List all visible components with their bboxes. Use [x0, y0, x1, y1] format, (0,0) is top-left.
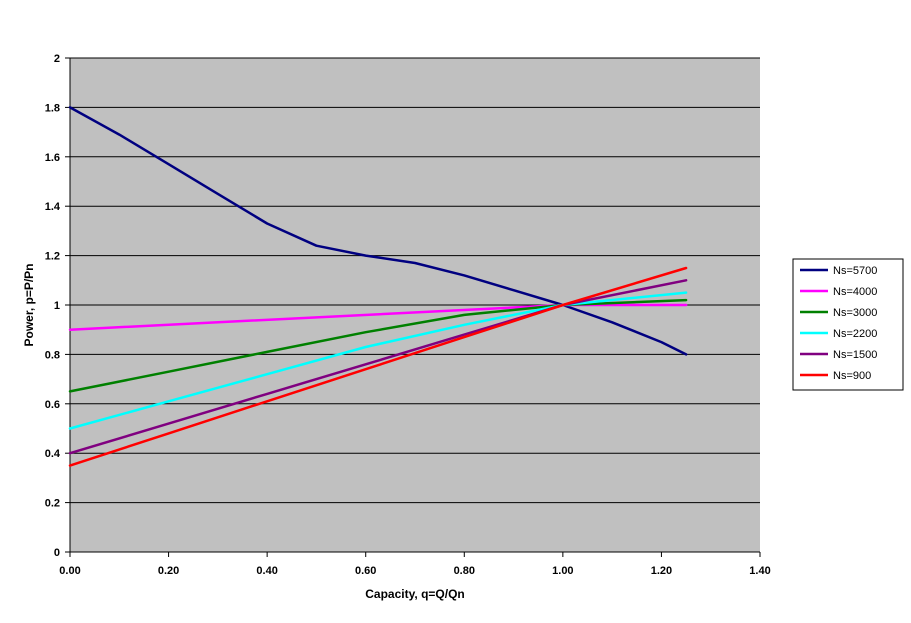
series-line-ns-900 [68, 266, 688, 467]
x-axis-title: Capacity, q=Q/Qn [365, 587, 464, 601]
y-tick-label-3: 0.6 [45, 399, 60, 411]
y-tick-label-6: 1.2 [45, 251, 60, 263]
series-lines [68, 106, 688, 467]
legend-label-ns-2200: Ns=2200 [833, 328, 877, 340]
y-tick-labels: 0 0.2 0.4 0.6 0.8 1 1.2 1.4 1.6 1.8 2 [45, 53, 61, 559]
x-tick-labels: 0.00 0.20 0.40 0.60 0.80 1.00 1.20 1.40 [59, 565, 770, 577]
y-tick-label-8: 1.6 [45, 152, 60, 164]
y-tick-label-1: 0.2 [45, 498, 60, 510]
y-tick-label-10: 2 [54, 53, 60, 65]
y-axis-title: Power, p=P/Pn [22, 263, 36, 346]
x-tick-label-0: 0.00 [59, 565, 80, 577]
x-tick-label-1: 0.20 [158, 565, 179, 577]
series-line-ns-5700 [68, 106, 688, 356]
x-tick-label-5: 1.00 [552, 565, 573, 577]
x-tick-label-2: 0.40 [256, 565, 277, 577]
x-tick-label-4: 0.80 [454, 565, 475, 577]
legend: Ns=5700 Ns=4000 Ns=3000 Ns=2200 Ns=1500 Ns=90… [792, 258, 904, 391]
legend-box [792, 258, 904, 391]
legend-label-ns-900: Ns=900 [833, 370, 871, 382]
x-tick-label-7: 1.40 [749, 565, 770, 577]
y-tick-label-7: 1.4 [45, 201, 61, 213]
y-tick-label-5: 1 [54, 300, 60, 312]
x-tick-label-3: 0.60 [355, 565, 376, 577]
gridlines [70, 57, 760, 504]
y-tick-label-4: 0.8 [45, 349, 60, 361]
x-tick-label-6: 1.20 [651, 565, 672, 577]
legend-label-ns-1500: Ns=1500 [833, 349, 877, 361]
legend-label-ns-5700: Ns=5700 [833, 265, 877, 277]
legend-label-ns-4000: Ns=4000 [833, 286, 877, 298]
y-tick-label-2: 0.4 [45, 448, 61, 460]
y-tick-label-0: 0 [54, 547, 60, 559]
y-tick-label-9: 1.8 [45, 102, 60, 114]
axes [65, 57, 761, 557]
legend-label-ns-3000: Ns=3000 [833, 307, 877, 319]
